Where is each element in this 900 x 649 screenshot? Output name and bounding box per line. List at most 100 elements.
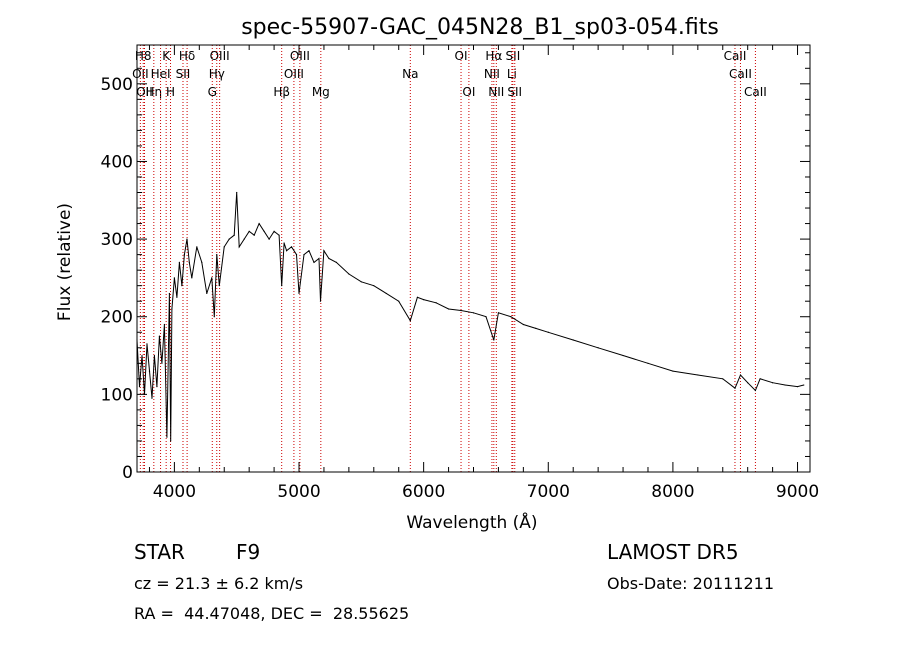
spectrum-point — [218, 285, 220, 287]
spectrum-point — [238, 246, 240, 248]
spectrum-point — [697, 374, 699, 376]
spectrum-point — [510, 316, 512, 318]
spectral-line-label: Na — [402, 67, 418, 81]
spectrum-point — [335, 261, 338, 263]
spectrum-point — [754, 389, 757, 392]
object-type: STAR — [134, 540, 185, 564]
spectrum-point — [243, 238, 245, 240]
y-tick-label: 500 — [101, 75, 133, 95]
spectral-line-markers: OIIH8OIIHηHeIKHSIIHδGOIIIHγHβOIIIOIIIMgN… — [132, 45, 767, 472]
x-tick-label: 8000 — [651, 482, 694, 502]
spectrum-point — [622, 354, 624, 357]
spectrum-point — [181, 285, 183, 287]
spectral-line-label: Hα — [485, 49, 502, 63]
series-layer — [136, 191, 805, 442]
x-tick-label: 4000 — [153, 482, 196, 502]
spectrum-point — [423, 299, 425, 301]
chart-title: spec-55907-GAC_045N28_B1_sp03-054.fits — [241, 15, 719, 40]
spectrum-point — [151, 397, 153, 399]
spectrum-point — [138, 386, 141, 388]
spectrum-point — [323, 250, 325, 252]
x-axis-label: Wavelength (Å) — [406, 511, 537, 533]
spectrum-point — [759, 378, 761, 380]
x-tick-label: 9000 — [776, 482, 819, 502]
spectrum-point — [176, 296, 178, 298]
spectrum-point — [647, 362, 649, 364]
y-tick-label: 0 — [122, 463, 133, 483]
spectral-line-label: OII — [136, 85, 153, 99]
spectrum-point — [171, 308, 173, 310]
spectrum-point — [263, 230, 265, 232]
spectrum-point — [298, 292, 300, 295]
x-tick-label: 5000 — [277, 482, 320, 502]
spectrum-line — [136, 192, 804, 441]
spectrum-point — [281, 285, 283, 287]
spectrum-point — [435, 302, 437, 304]
y-tick-label: 200 — [101, 308, 133, 328]
spectrum-point — [223, 246, 225, 248]
spectrum-point — [201, 261, 203, 263]
spectrum-point — [318, 257, 320, 260]
spectral-line-label: OIII — [210, 49, 230, 63]
observation-date: Obs-Date: 20111211 — [607, 574, 775, 593]
spectrum-point — [188, 261, 190, 263]
spectrum-point — [796, 386, 799, 388]
spectral-subclass: F9 — [236, 540, 261, 564]
spectrum-point — [173, 277, 175, 279]
spectrum-point — [597, 347, 599, 349]
spectral-line-label: Hγ — [209, 67, 225, 81]
spectrum-point — [373, 285, 375, 287]
spectrum-point — [493, 339, 495, 341]
spectral-line-label: SII — [506, 49, 521, 63]
spectrum-point — [784, 384, 786, 386]
spectrum-point — [268, 238, 270, 240]
spectrum-point — [385, 292, 387, 295]
spectrum-point — [739, 374, 742, 376]
spectrum-point — [206, 292, 208, 295]
spectrum-point — [273, 230, 275, 232]
spectral-line-label: OIII — [284, 67, 304, 81]
spectral-line-label: CaII — [729, 67, 752, 81]
spectrum-point — [328, 257, 330, 260]
spectrum-point — [233, 234, 235, 236]
spectrum-point — [319, 300, 322, 302]
spectrum-point — [409, 320, 411, 322]
y-axis-label: Flux (relative) — [55, 203, 75, 321]
spectrum-point — [734, 387, 736, 389]
spectrum-point — [285, 250, 288, 252]
spectrum-point — [547, 331, 549, 333]
spectral-line-label: Hη — [146, 85, 163, 99]
spectrum-point — [170, 440, 172, 442]
spectrum-point — [803, 384, 805, 386]
spectrum-point — [295, 254, 298, 256]
spectrum-point — [416, 296, 419, 298]
spectrum-point — [253, 234, 255, 236]
redshift-velocity: cz = 21.3 ± 6.2 km/s — [134, 574, 304, 593]
spectrum-point — [148, 370, 151, 372]
spectrum-point — [348, 273, 350, 275]
spectrum-point — [572, 339, 574, 341]
spectrum-point — [191, 277, 193, 279]
spectrum-point — [141, 354, 143, 357]
spectrum-point — [211, 277, 213, 279]
y-tick-label: 100 — [101, 385, 133, 405]
spectrum-point — [248, 230, 250, 232]
spectral-line-label: K — [162, 49, 171, 63]
spectrum-point — [153, 354, 156, 357]
spectrum-point — [772, 382, 774, 384]
spectrum-point — [258, 222, 260, 225]
spectrum-point — [183, 254, 185, 256]
spectral-line-label: SII — [507, 85, 522, 99]
spectrum-point — [460, 309, 462, 312]
spectrum-point — [497, 312, 500, 314]
spectrum-point — [196, 246, 198, 248]
spectrum-point — [535, 327, 537, 329]
spectral-line-label: OIII — [290, 49, 310, 63]
spectrum-point — [303, 254, 305, 256]
spectral-line-label: H — [166, 85, 175, 99]
spectral-line-label: OI — [455, 49, 468, 63]
spectrum-point — [236, 191, 238, 194]
x-tick-label: 7000 — [527, 482, 570, 502]
spectral-line-label: Li — [507, 67, 517, 81]
spectrum-point — [146, 343, 148, 345]
